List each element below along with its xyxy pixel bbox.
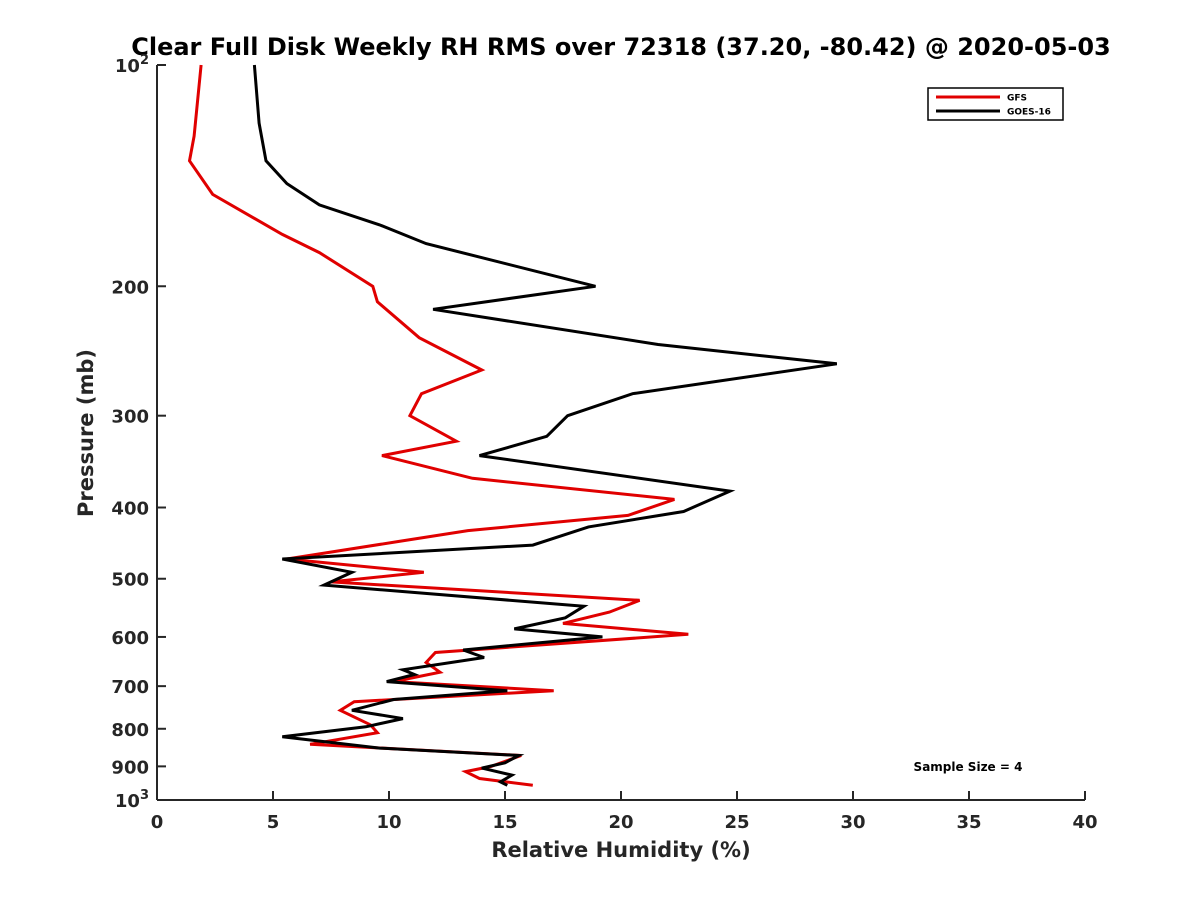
y-tick-label: 300 (111, 407, 149, 428)
series-line-goes-16 (252, 64, 838, 787)
legend-label: GFS (1007, 94, 1027, 104)
y-axis-label: Pressure (mb) (74, 349, 98, 517)
x-tick-label: 10 (376, 812, 401, 833)
y-tick-label: 600 (111, 628, 149, 649)
x-tick-label: 15 (492, 812, 517, 833)
y-tick-label: 400 (111, 499, 149, 520)
y-tick-label: 900 (111, 757, 149, 778)
x-tick-label: 20 (608, 812, 633, 833)
y-tick-label: 800 (111, 720, 149, 741)
x-axis-label: Relative Humidity (%) (491, 838, 750, 862)
x-tick-label: 40 (1072, 812, 1097, 833)
sample-size-annotation: Sample Size = 4 (914, 760, 1023, 774)
x-tick-label: 0 (151, 812, 164, 833)
x-tick-label: 25 (724, 812, 749, 833)
legend: GFS GOES-16 (927, 87, 1064, 121)
x-tick-label: 35 (956, 812, 981, 833)
y-tick-label: 700 (111, 677, 149, 698)
series-line-gfs (187, 64, 689, 787)
x-tick-label: 30 (840, 812, 865, 833)
chart-title: Clear Full Disk Weekly RH RMS over 72318… (131, 33, 1111, 61)
plot-axes: 0 5 10 15 20 25 30 35 40 102 200 300 400 500 600 700 800… (111, 53, 1097, 833)
y-tick-label: 103 (115, 788, 149, 812)
y-tick-label: 102 (115, 53, 149, 77)
legend-label: GOES-16 (1007, 108, 1051, 118)
y-tick-label: 500 (111, 570, 149, 591)
series-layer (187, 64, 838, 787)
legend-box (927, 87, 1064, 121)
x-tick-label: 5 (267, 812, 280, 833)
y-tick-label: 200 (111, 277, 149, 298)
